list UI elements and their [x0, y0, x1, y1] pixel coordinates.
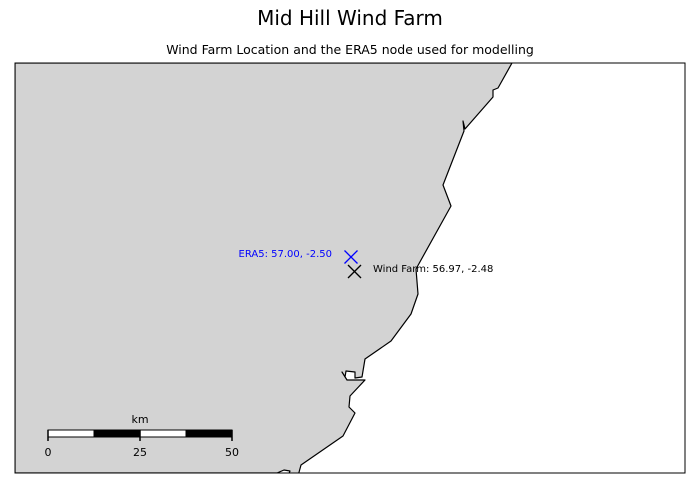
wind-farm-marker: [347, 264, 362, 279]
map-title: Mid Hill Wind Farm: [257, 6, 443, 30]
era5-label: ERA5: 57.00, -2.50: [239, 249, 332, 260]
scale-bar-unit: km: [131, 413, 148, 426]
land-area: [15, 63, 513, 473]
era5-marker: [344, 250, 358, 264]
scale-tick-25: 25: [133, 446, 147, 459]
map-subtitle: Wind Farm Location and the ERA5 node use…: [166, 42, 534, 57]
scale-tick-0: 0: [45, 446, 52, 459]
scale-tick-50: 50: [225, 446, 239, 459]
scale-bar: km 0 25 50: [45, 413, 240, 459]
map-frame: [14, 62, 686, 474]
wind-farm-label: Wind Farm: 56.97, -2.48: [373, 264, 493, 275]
